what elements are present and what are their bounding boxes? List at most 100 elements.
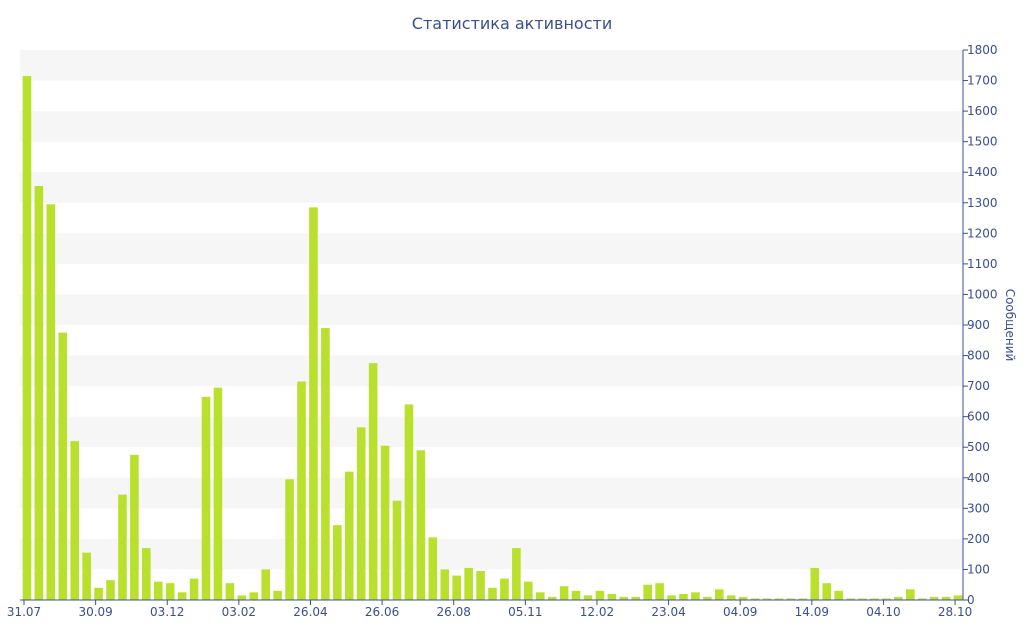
bar bbox=[201, 396, 211, 600]
grid-band bbox=[20, 538, 963, 570]
y-tick-label: 1800 bbox=[967, 43, 998, 57]
y-tick-label: 600 bbox=[967, 410, 990, 424]
bar bbox=[34, 185, 44, 600]
bar bbox=[309, 207, 318, 601]
x-tick-label: 04.09 bbox=[723, 605, 757, 619]
grid-band bbox=[20, 416, 963, 448]
chart-title: Статистика активности bbox=[411, 14, 613, 33]
bar bbox=[917, 598, 927, 600]
bar bbox=[726, 595, 736, 600]
bar bbox=[774, 598, 784, 600]
bar bbox=[392, 500, 402, 600]
x-tick-label: 26.06 bbox=[365, 605, 399, 619]
x-tick-label: 03.12 bbox=[150, 605, 184, 619]
bar bbox=[870, 598, 879, 600]
bar bbox=[846, 598, 855, 600]
y-tick-label: 200 bbox=[967, 532, 990, 546]
grid-band bbox=[20, 50, 963, 81]
bar bbox=[858, 598, 867, 600]
grid-bands bbox=[20, 50, 963, 570]
bar bbox=[559, 586, 569, 600]
y-tick-label: 400 bbox=[967, 471, 990, 485]
bar bbox=[679, 593, 688, 600]
bar bbox=[655, 583, 664, 600]
x-tick-label: 12.02 bbox=[580, 605, 614, 619]
bar bbox=[512, 548, 521, 600]
bar bbox=[70, 441, 80, 600]
bar bbox=[261, 569, 270, 600]
bar bbox=[547, 596, 557, 600]
x-tick-label: 26.08 bbox=[437, 605, 471, 619]
bar bbox=[535, 592, 545, 600]
grid-band bbox=[20, 111, 963, 142]
bar bbox=[285, 479, 294, 600]
bar bbox=[273, 590, 282, 600]
y-tick-label: 500 bbox=[967, 440, 990, 454]
y-tick-label: 100 bbox=[967, 562, 990, 576]
bar bbox=[130, 454, 139, 600]
grid-band bbox=[20, 233, 963, 264]
y-tick-label: 1300 bbox=[967, 196, 998, 210]
bar bbox=[929, 596, 939, 600]
bar bbox=[762, 598, 772, 600]
bar bbox=[440, 569, 450, 600]
y-tick-label: 800 bbox=[967, 349, 990, 363]
bar bbox=[321, 328, 330, 600]
bar bbox=[452, 575, 461, 600]
bar bbox=[464, 567, 473, 600]
bar bbox=[667, 595, 676, 600]
bar bbox=[631, 596, 641, 600]
y-tick-label: 1400 bbox=[967, 165, 998, 179]
bar bbox=[356, 427, 366, 600]
bar bbox=[524, 581, 533, 600]
y-tick-label: 1200 bbox=[967, 226, 998, 240]
bar bbox=[142, 548, 151, 600]
bar bbox=[416, 450, 426, 600]
bar bbox=[333, 525, 342, 600]
bar bbox=[428, 537, 438, 600]
y-tick-label: 700 bbox=[967, 379, 990, 393]
bar bbox=[165, 583, 175, 600]
bar bbox=[571, 590, 581, 600]
bar bbox=[177, 592, 187, 600]
x-tick-label: 28.10 bbox=[938, 605, 972, 619]
y-tick-label: 1500 bbox=[967, 135, 998, 149]
y-tick-label: 1000 bbox=[967, 287, 998, 301]
bar bbox=[643, 584, 652, 600]
x-tick-label: 04.10 bbox=[866, 605, 900, 619]
bar bbox=[46, 204, 56, 600]
bar bbox=[822, 583, 832, 600]
bar bbox=[82, 552, 91, 600]
x-tick-label: 23.04 bbox=[651, 605, 685, 619]
bar bbox=[619, 596, 629, 600]
bar bbox=[595, 590, 605, 600]
grid-band bbox=[20, 477, 963, 509]
bar bbox=[607, 593, 617, 600]
x-tick-label: 31.07 bbox=[7, 605, 41, 619]
bar bbox=[715, 589, 724, 600]
x-tick-label: 26.04 bbox=[293, 605, 327, 619]
y-axis: 0 100 200 300 400 500 600 700 800 900 1000 1100 1200… bbox=[962, 43, 998, 607]
y-axis-title: Сообщений bbox=[1003, 289, 1017, 362]
bar bbox=[703, 596, 712, 600]
bar bbox=[189, 578, 199, 600]
bar bbox=[810, 567, 820, 600]
bar bbox=[237, 595, 247, 600]
x-tick-label: 03.02 bbox=[222, 605, 256, 619]
y-tick-label: 1100 bbox=[967, 257, 998, 271]
bars bbox=[22, 75, 963, 601]
bar bbox=[905, 589, 915, 600]
bar bbox=[94, 587, 103, 600]
x-tick-label: 14.09 bbox=[795, 605, 829, 619]
bar bbox=[488, 587, 497, 600]
bar bbox=[953, 595, 963, 600]
bar bbox=[404, 404, 414, 600]
y-tick-label: 1600 bbox=[967, 104, 998, 118]
bar bbox=[894, 596, 903, 600]
bar bbox=[786, 598, 796, 600]
bar bbox=[153, 581, 163, 600]
grid-band bbox=[20, 294, 963, 325]
bar bbox=[691, 592, 700, 600]
bar bbox=[738, 596, 748, 600]
